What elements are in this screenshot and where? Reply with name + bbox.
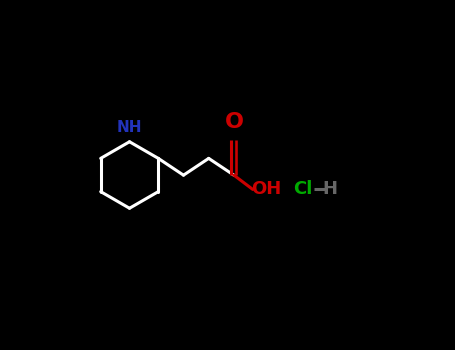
Text: H: H (323, 180, 338, 198)
Text: Cl: Cl (293, 180, 313, 198)
Text: O: O (224, 112, 243, 132)
Text: OH: OH (251, 180, 281, 198)
Text: NH: NH (117, 120, 142, 135)
